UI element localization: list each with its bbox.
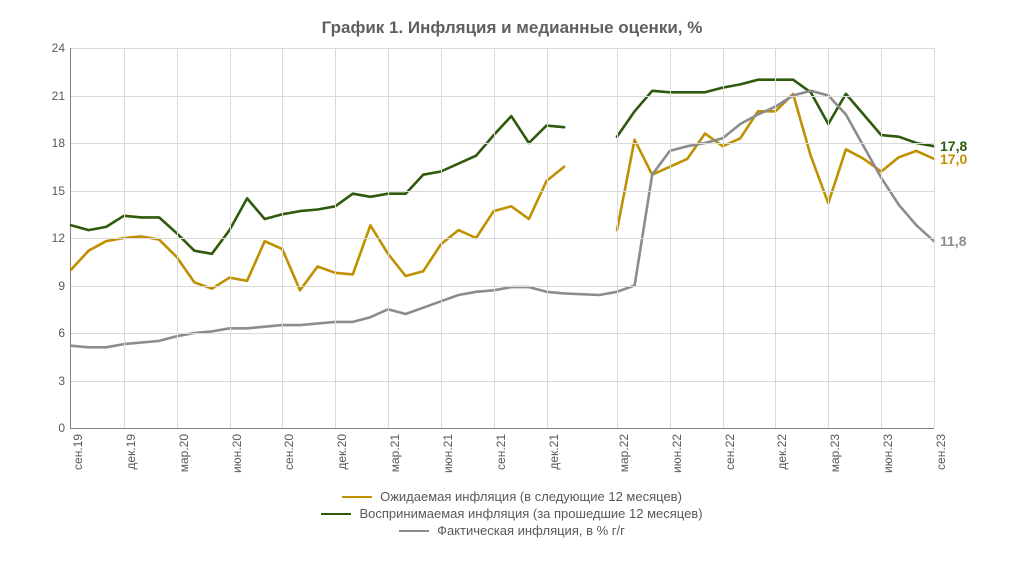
plot-area: 03691215182124сен.19дек.19мар.20июн.20се…	[70, 48, 934, 429]
x-tick-label: мар.22	[617, 434, 631, 472]
gridline-horizontal	[71, 381, 934, 382]
x-tick-label: дек.21	[547, 434, 561, 470]
y-tick-label: 9	[58, 279, 65, 293]
x-tick-label: июн.23	[881, 434, 895, 473]
y-tick-label: 18	[52, 136, 65, 150]
gridline-vertical	[124, 48, 125, 428]
gridline-vertical	[282, 48, 283, 428]
y-tick-label: 6	[58, 326, 65, 340]
x-tick-label: дек.22	[775, 434, 789, 470]
gridline-vertical	[177, 48, 178, 428]
y-tick-label: 15	[52, 184, 65, 198]
x-tick-label: сен.20	[282, 434, 296, 470]
legend: Ожидаемая инфляция (в следующие 12 месяц…	[10, 489, 1014, 538]
gridline-horizontal	[71, 96, 934, 97]
series-line-actual	[71, 91, 934, 348]
y-tick-label: 12	[52, 231, 65, 245]
y-tick-label: 24	[52, 41, 65, 55]
legend-item-expected: Ожидаемая инфляция (в следующие 12 месяц…	[342, 489, 682, 504]
legend-item-perceived: Воспринимаемая инфляция (за прошедшие 12…	[321, 506, 702, 521]
gridline-vertical	[388, 48, 389, 428]
series-line-perceived	[71, 116, 564, 254]
x-tick-label: сен.21	[494, 434, 508, 470]
x-tick-label: июн.22	[670, 434, 684, 473]
gridline-vertical	[775, 48, 776, 428]
legend-label: Ожидаемая инфляция (в следующие 12 месяц…	[380, 489, 682, 504]
x-tick-label: мар.21	[388, 434, 402, 472]
chart-container: График 1. Инфляция и медианные оценки, %…	[0, 0, 1024, 576]
gridline-vertical	[494, 48, 495, 428]
gridline-horizontal	[71, 143, 934, 144]
legend-swatch	[321, 513, 351, 515]
y-tick-label: 0	[58, 421, 65, 435]
series-line-expected	[71, 167, 564, 290]
gridline-vertical	[230, 48, 231, 428]
gridline-vertical	[723, 48, 724, 428]
x-tick-label: сен.19	[71, 434, 85, 470]
gridline-horizontal	[71, 48, 934, 49]
chart-title: График 1. Инфляция и медианные оценки, %	[10, 18, 1014, 38]
legend-swatch	[342, 496, 372, 498]
gridline-vertical	[547, 48, 548, 428]
gridline-vertical	[617, 48, 618, 428]
end-label-actual: 11,8	[940, 233, 966, 249]
y-tick-label: 21	[52, 89, 65, 103]
legend-label: Воспринимаемая инфляция (за прошедшие 12…	[359, 506, 702, 521]
legend-label: Фактическая инфляция, в % г/г	[437, 523, 625, 538]
legend-item-actual: Фактическая инфляция, в % г/г	[399, 523, 625, 538]
x-tick-label: дек.19	[124, 434, 138, 470]
end-label-perceived: 17,8	[940, 138, 967, 154]
gridline-vertical	[670, 48, 671, 428]
gridline-horizontal	[71, 333, 934, 334]
x-tick-label: июн.20	[230, 434, 244, 473]
gridline-vertical	[335, 48, 336, 428]
gridline-vertical	[881, 48, 882, 428]
gridline-horizontal	[71, 191, 934, 192]
legend-swatch	[399, 530, 429, 532]
x-tick-label: сен.23	[934, 434, 948, 470]
gridline-vertical	[934, 48, 935, 428]
x-tick-label: дек.20	[335, 434, 349, 470]
x-tick-label: июн.21	[441, 434, 455, 473]
y-tick-label: 3	[58, 374, 65, 388]
x-tick-label: сен.22	[723, 434, 737, 470]
gridline-horizontal	[71, 286, 934, 287]
gridline-horizontal	[71, 238, 934, 239]
x-tick-label: мар.20	[177, 434, 191, 472]
gridline-vertical	[828, 48, 829, 428]
x-tick-label: мар.23	[828, 434, 842, 472]
gridline-vertical	[441, 48, 442, 428]
